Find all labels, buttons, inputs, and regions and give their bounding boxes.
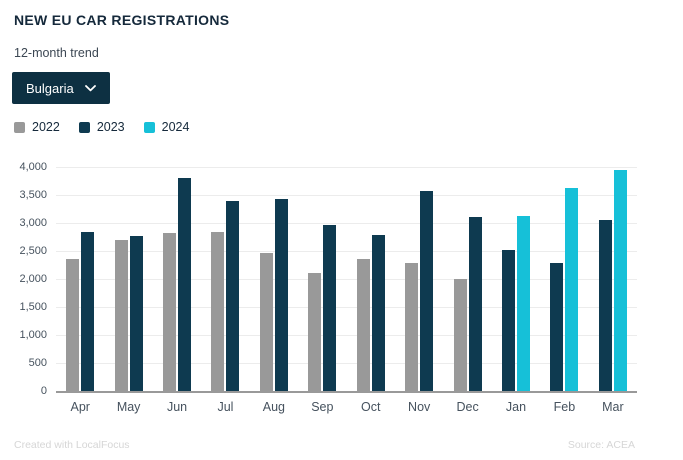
bar-2022-sep: [308, 273, 322, 391]
bar-2023-may: [129, 235, 143, 391]
bar-group-jul: [201, 167, 249, 391]
bar-group-dec: [443, 167, 491, 391]
x-axis-label-jan: Jan: [505, 400, 527, 414]
localfocus-credit[interactable]: Created with LocalFocus: [14, 439, 130, 451]
bar-2024-jan: [517, 216, 530, 391]
bar-2023-jan: [502, 250, 515, 391]
legend-label-1: 2023: [96, 120, 125, 134]
y-axis-label: 2,500: [19, 245, 47, 257]
x-axis: Apr May Jun Jul Aug Sep Oct Nov Dec Jan Feb Mar: [56, 393, 637, 414]
country-dropdown-label: Bulgaria: [26, 80, 74, 96]
gridline: [56, 223, 637, 224]
x-axis-label-may: May: [116, 400, 141, 414]
x-axis-label-nov: Nov: [408, 400, 431, 414]
legend-item-2: 2024: [143, 120, 190, 134]
gridline: [56, 363, 637, 364]
bar-2023-feb: [550, 263, 564, 391]
x-axis-label-jul: Jul: [217, 400, 234, 414]
plot-area: 0 500 1,000 1,500 2,000 2,500 3,000 3,500 4,000: [19, 161, 637, 397]
legend-item-1: 2023: [78, 120, 125, 134]
bar-2022-apr: [66, 258, 80, 391]
gridline: [56, 279, 637, 280]
y-axis-label: 4,000: [19, 161, 47, 173]
x-axis-label-dec: Dec: [456, 400, 479, 414]
bar-2022-nov: [405, 262, 419, 391]
bar-2023-jul: [226, 200, 240, 391]
bar-2024-mar: [613, 169, 627, 391]
bar-chart: 0 500 1,000 1,500 2,000 2,500 3,000 3,500 4,000 …: [14, 161, 637, 414]
bar-2023-apr: [81, 231, 95, 391]
bar-2022-dec: [453, 279, 467, 391]
bar-group-aug: [250, 167, 298, 391]
country-dropdown[interactable]: Bulgaria: [12, 72, 110, 104]
legend: 2022 2023 2024: [14, 120, 189, 134]
y-axis-label: 3,000: [19, 217, 47, 229]
bar-2022-jun: [163, 232, 177, 391]
legend-label-0: 2022: [32, 120, 60, 134]
bar-2023-oct: [371, 235, 385, 391]
bar-group-may: [104, 167, 152, 391]
y-axis-label: 1,500: [19, 301, 47, 313]
bar-2022-aug: [259, 252, 273, 391]
y-axis-label: 2,000: [19, 273, 47, 285]
chart-subtitle: 12-month trend: [14, 46, 99, 60]
bar-group-mar: [589, 167, 637, 391]
legend-item-0: 2022: [14, 120, 60, 134]
bar-2023-aug: [274, 199, 288, 391]
source-credit: Source: ACEA: [567, 439, 635, 451]
bar-group-oct: [347, 167, 395, 391]
bar-2022-oct: [356, 258, 370, 391]
bar-group-jun: [153, 167, 201, 391]
legend-label-2: 2024: [161, 120, 190, 134]
legend-swatch-1: [78, 121, 90, 133]
bar-group-apr: [56, 167, 104, 391]
bar-group-nov: [395, 167, 443, 391]
bar-group-feb: [540, 167, 588, 391]
bar-2023-jun: [178, 177, 192, 391]
legend-swatch-0: [14, 121, 25, 133]
bar-2023-mar: [598, 220, 612, 391]
bar-groups: [56, 167, 637, 391]
y-axis-label: 1,000: [19, 329, 47, 341]
gridline: [56, 307, 637, 308]
x-axis-label-jun: Jun: [166, 400, 188, 414]
gridline: [56, 335, 637, 336]
x-axis-label-mar: Mar: [602, 400, 624, 414]
bar-2023-nov: [420, 190, 434, 391]
gridline: [56, 251, 637, 252]
bar-2022-jul: [211, 231, 225, 391]
chevron-down-icon: [84, 84, 96, 91]
bar-2023-dec: [468, 216, 482, 391]
bar-group-sep: [298, 167, 346, 391]
x-axis-label-feb: Feb: [553, 400, 576, 414]
bar-2023-sep: [323, 224, 337, 391]
gridline: [56, 195, 637, 196]
x-axis-label-oct: Oct: [361, 400, 381, 414]
x-axis-label-sep: Sep: [311, 400, 334, 414]
bar-2024-feb: [565, 188, 579, 391]
y-axis-label: 3,500: [19, 189, 47, 201]
page-title: NEW EU CAR REGISTRATIONS: [14, 12, 230, 28]
gridline: [56, 167, 637, 168]
y-axis-label: 500: [28, 357, 47, 369]
bar-2022-may: [114, 239, 128, 391]
x-axis-label-apr: Apr: [70, 400, 90, 414]
x-axis-label-aug: Aug: [262, 400, 286, 414]
bar-group-jan: [492, 167, 540, 391]
y-axis-label: 0: [40, 385, 47, 397]
legend-swatch-2: [143, 121, 155, 133]
